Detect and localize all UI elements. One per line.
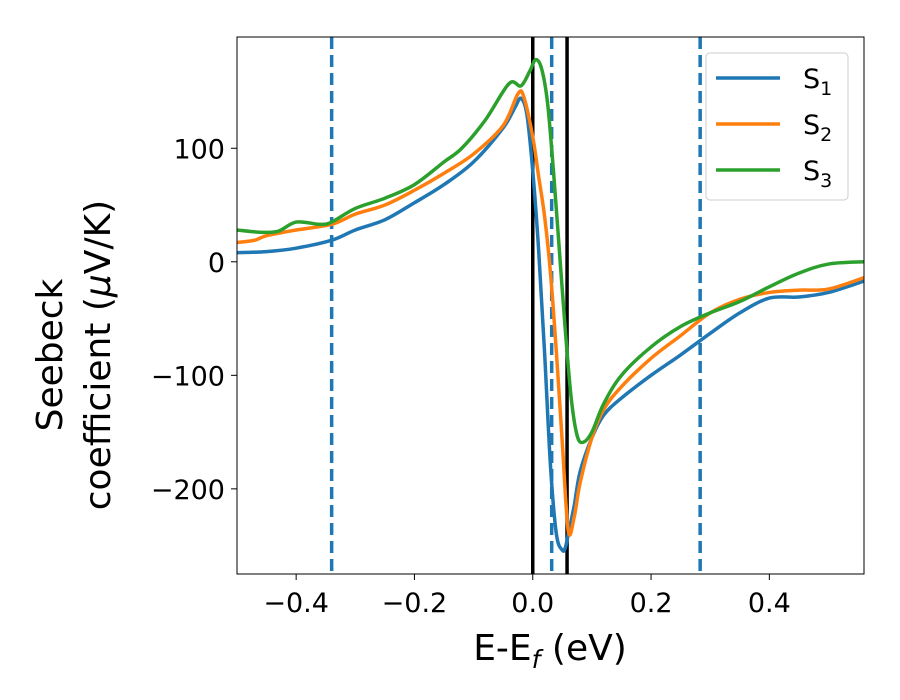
y-tick-label: −200 xyxy=(151,475,225,506)
legend-frame xyxy=(705,52,849,201)
x-tick-label: 0.0 xyxy=(511,588,554,619)
x-tick-label: −0.4 xyxy=(263,588,329,619)
series-line-s3 xyxy=(237,57,864,445)
x-tick-label: −0.2 xyxy=(382,588,448,619)
x-tick-label: 0.2 xyxy=(630,588,673,619)
x-tick-label: 0.4 xyxy=(748,588,791,619)
x-axis-title: E-Ef (eV) xyxy=(473,628,627,674)
y-tick-label: 100 xyxy=(173,134,225,165)
legend: S1 S2 S3 xyxy=(705,52,849,201)
y-tick-label: 0 xyxy=(208,248,225,279)
legend-label-s3: S3 xyxy=(803,156,832,192)
y-axis-title-line2: coefficient (μV/K) xyxy=(78,200,119,510)
y-axis-title-line1: Seebeck xyxy=(30,278,71,431)
legend-label-s1: S1 xyxy=(803,64,832,100)
y-tick-label: −100 xyxy=(151,361,225,392)
series-line-s1 xyxy=(237,96,864,553)
series-line-s2 xyxy=(237,89,864,537)
plot-frame xyxy=(236,36,865,575)
legend-label-s2: S2 xyxy=(803,110,832,146)
